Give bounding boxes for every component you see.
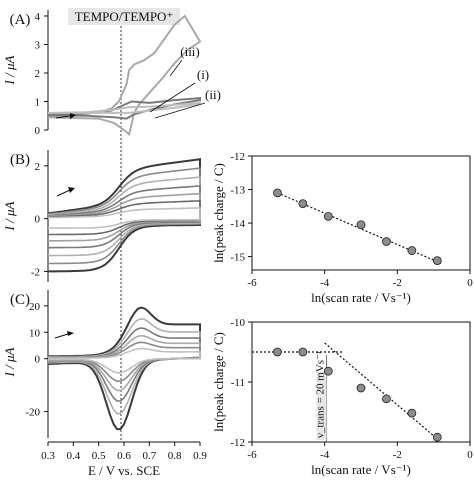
lower-right-x-label: ln(scan rate / Vs⁻¹) xyxy=(311,462,411,477)
upper-right-x-tick-label: -2 xyxy=(393,277,402,289)
lower-right-y-tick-label: -12 xyxy=(230,437,245,449)
panel-c-x-tick-label: 0.7 xyxy=(142,450,156,462)
upper-right-data-point xyxy=(298,199,308,209)
upper-right-x-tick-label: -4 xyxy=(320,277,330,289)
upper-right-y-tick-label: -13 xyxy=(230,185,245,197)
panel-c-x-tick-label: 0.6 xyxy=(117,450,131,462)
panel-c-scan-arrow xyxy=(54,333,69,339)
upper-right-data-point xyxy=(432,256,442,266)
panel-a-label: (A) xyxy=(10,12,31,28)
panel-a-curve-label: (ii) xyxy=(205,87,221,102)
panel-c-cv-5 xyxy=(47,347,201,374)
lower-right-x-tick-label: -4 xyxy=(320,449,330,461)
upper-right-data-point xyxy=(323,211,333,221)
upper-right-y-label: ln(peak charge / C) xyxy=(211,163,226,263)
tempo-annotation-box xyxy=(68,8,180,25)
lower-right-data-point xyxy=(407,408,417,418)
panel-b-scan-arrow xyxy=(56,189,71,197)
panel-a-y-tick-label: 2 xyxy=(35,68,41,80)
lower-right-data-point xyxy=(298,347,308,357)
lower-right-data-point xyxy=(323,366,333,376)
panel-c-y-tick-label: 20 xyxy=(29,301,41,313)
lower-right-data-point xyxy=(273,347,282,357)
upper-right-frame xyxy=(251,155,471,271)
lower-right-y-tick-label: -10 xyxy=(230,317,245,329)
panel-a-curve-pointer xyxy=(154,102,206,119)
upper-right-data-point xyxy=(407,246,417,255)
panel-c-y-tick-label: 0 xyxy=(35,354,41,366)
lower-right-x-tick-label: -2 xyxy=(393,449,402,461)
panel-a-y-tick-label: 4 xyxy=(35,11,41,23)
panel-c-scan-arrowhead xyxy=(67,331,74,336)
upper-right-x-tick-label: -6 xyxy=(247,277,257,289)
lower-right-slope-fit xyxy=(324,342,442,443)
upper-right-y-tick-label: -15 xyxy=(230,252,245,264)
panel-a-cv-2 xyxy=(47,101,201,114)
panel-b-label: (B) xyxy=(10,152,30,168)
panel-b-y-tick-label: -2 xyxy=(31,266,40,278)
panel-a-y-label: I / μA xyxy=(2,55,17,85)
lower-right-x-tick-label: -6 xyxy=(247,449,257,461)
lower-right-frame xyxy=(251,321,471,443)
panel-c-x-tick-label: 0.9 xyxy=(193,450,207,462)
lower-right-data-point xyxy=(432,432,442,442)
upper-right-data-point xyxy=(273,188,282,198)
lower-right-y-label: ln(peak charge / C) xyxy=(211,332,226,432)
panel-c-x-tick-label: 0.8 xyxy=(168,450,182,462)
panel-a-cv-0 xyxy=(47,14,202,137)
panel-c-x-label: E / V vs. SCE xyxy=(88,463,160,478)
panel-a-y-tick-label: 3 xyxy=(35,40,41,52)
panel-a-scan-arrowhead xyxy=(70,113,76,119)
panel-c-x-tick-label: 0.3 xyxy=(41,450,55,462)
panel-c-y-label: I / μA xyxy=(2,347,17,377)
lower-right-x-tick-label: 0 xyxy=(467,449,473,461)
panel-c-y-tick-label: -20 xyxy=(25,407,40,419)
panel-b-cv-6 xyxy=(47,207,201,229)
panel-c-label: (C) xyxy=(10,292,30,308)
tempo-annotation: TEMPO/TEMPO⁺ xyxy=(75,9,174,24)
upper-right-y-tick-label: -12 xyxy=(230,151,245,163)
panel-c-x-tick-label: 0.4 xyxy=(66,450,80,462)
panel-a-curve-label: (iii) xyxy=(180,44,200,59)
panel-a-curve-pointer xyxy=(169,59,183,77)
upper-right-y-tick-label: -14 xyxy=(230,218,245,230)
panel-a-curve-pointer xyxy=(149,82,196,113)
lower-right-data-point xyxy=(356,383,366,393)
upper-right-data-point xyxy=(356,220,366,230)
lower-right-annotation-box xyxy=(316,372,327,440)
panel-b-scan-arrowhead xyxy=(68,187,75,193)
upper-right-x-tick-label: 0 xyxy=(467,277,473,289)
panel-a-y-tick-label: 0 xyxy=(35,125,41,137)
panel-a-scan-arrow xyxy=(55,115,71,119)
panel-b-y-label: I / μA xyxy=(2,201,17,231)
upper-right-data-point xyxy=(382,237,391,246)
upper-right-x-label: ln(scan rate / Vs⁻¹) xyxy=(311,290,411,305)
lower-right-annotation: ν_trans = 20 mVs⁻¹ xyxy=(314,351,326,438)
lower-right-y-tick-label: -11 xyxy=(231,377,245,389)
panel-c-y-tick-label: 10 xyxy=(29,327,41,339)
panel-b-y-tick-label: 0 xyxy=(35,214,41,226)
panel-b-y-tick-label: 2 xyxy=(35,161,41,173)
panel-a-curve-label: (i) xyxy=(197,67,209,82)
panel-c-x-tick-label: 0.5 xyxy=(92,450,106,462)
lower-right-data-point xyxy=(382,394,391,404)
panel-a-y-tick-label: 1 xyxy=(35,97,41,109)
panel-a-cv-1 xyxy=(47,97,201,120)
